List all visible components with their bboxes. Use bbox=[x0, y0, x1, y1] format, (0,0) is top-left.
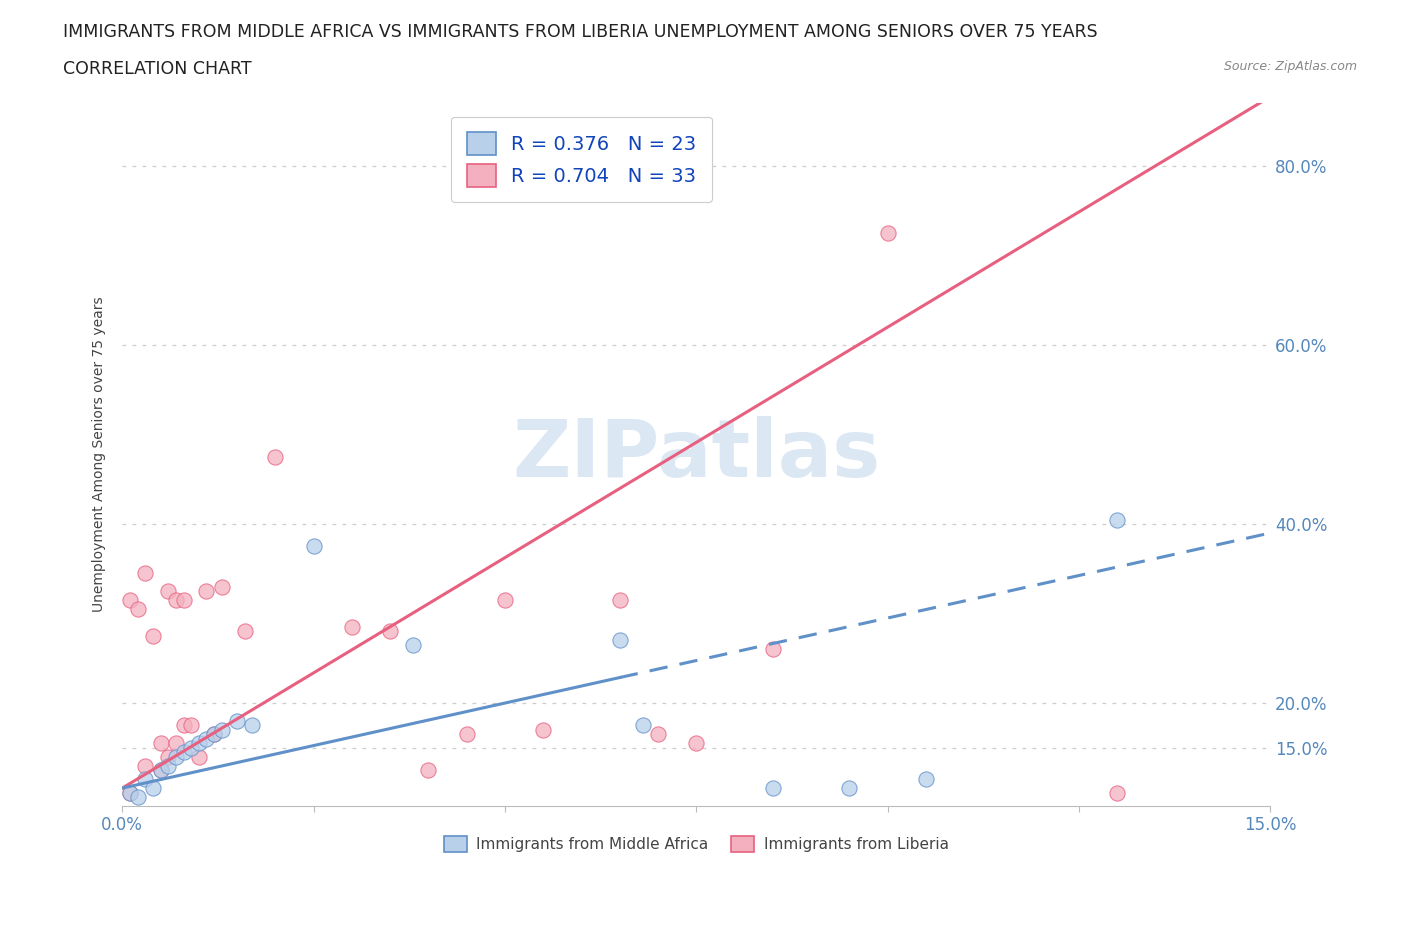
Point bbox=[1107, 512, 1129, 527]
Point bbox=[631, 718, 654, 733]
Point bbox=[134, 758, 156, 773]
Point bbox=[173, 745, 195, 760]
Point bbox=[876, 226, 898, 241]
Point bbox=[609, 592, 631, 607]
Point bbox=[211, 723, 233, 737]
Point bbox=[142, 780, 165, 795]
Point bbox=[531, 723, 554, 737]
Point bbox=[340, 619, 363, 634]
Point bbox=[202, 727, 225, 742]
Point bbox=[762, 780, 785, 795]
Point bbox=[647, 727, 669, 742]
Point bbox=[118, 785, 141, 800]
Point bbox=[149, 763, 172, 777]
Point bbox=[127, 602, 149, 617]
Point bbox=[456, 727, 478, 742]
Point bbox=[157, 758, 180, 773]
Point bbox=[180, 740, 202, 755]
Point bbox=[173, 718, 195, 733]
Point bbox=[127, 790, 149, 804]
Point bbox=[195, 584, 218, 599]
Point bbox=[380, 624, 402, 639]
Point bbox=[402, 637, 425, 652]
Point bbox=[685, 736, 707, 751]
Point bbox=[242, 718, 264, 733]
Text: ZIPatlas: ZIPatlas bbox=[512, 416, 880, 494]
Point bbox=[180, 718, 202, 733]
Point bbox=[165, 736, 187, 751]
Point bbox=[609, 633, 631, 648]
Point bbox=[165, 592, 187, 607]
Point bbox=[142, 629, 165, 644]
Point bbox=[762, 642, 785, 657]
Point bbox=[187, 750, 209, 764]
Text: CORRELATION CHART: CORRELATION CHART bbox=[63, 60, 252, 78]
Point bbox=[173, 592, 195, 607]
Point bbox=[418, 763, 440, 777]
Point bbox=[838, 780, 860, 795]
Point bbox=[264, 449, 287, 464]
Point bbox=[1107, 785, 1129, 800]
Legend: Immigrants from Middle Africa, Immigrants from Liberia: Immigrants from Middle Africa, Immigrant… bbox=[439, 830, 955, 858]
Y-axis label: Unemployment Among Seniors over 75 years: Unemployment Among Seniors over 75 years bbox=[93, 297, 107, 613]
Point bbox=[134, 772, 156, 787]
Point bbox=[915, 772, 938, 787]
Point bbox=[118, 592, 141, 607]
Point bbox=[494, 592, 516, 607]
Point bbox=[134, 565, 156, 580]
Point bbox=[226, 713, 249, 728]
Point bbox=[233, 624, 256, 639]
Point bbox=[165, 750, 187, 764]
Text: IMMIGRANTS FROM MIDDLE AFRICA VS IMMIGRANTS FROM LIBERIA UNEMPLOYMENT AMONG SENI: IMMIGRANTS FROM MIDDLE AFRICA VS IMMIGRA… bbox=[63, 23, 1098, 41]
Point bbox=[118, 785, 141, 800]
Point bbox=[211, 579, 233, 594]
Point bbox=[202, 727, 225, 742]
Text: Source: ZipAtlas.com: Source: ZipAtlas.com bbox=[1223, 60, 1357, 73]
Point bbox=[149, 736, 172, 751]
Point bbox=[149, 763, 172, 777]
Point bbox=[157, 584, 180, 599]
Point bbox=[195, 731, 218, 746]
Point bbox=[187, 736, 209, 751]
Point bbox=[302, 539, 325, 554]
Point bbox=[157, 750, 180, 764]
